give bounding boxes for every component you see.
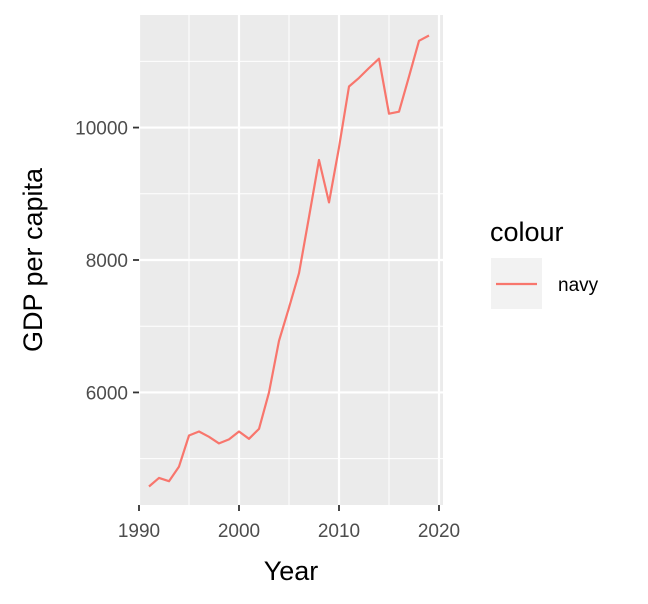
x-tick-label: 2020 [418,521,460,542]
x-axis-title: Year [264,556,319,586]
x-tick-label: 1990 [118,521,160,542]
y-axis-title: GDP per capita [18,167,48,352]
x-tick-label: 2000 [218,521,260,542]
legend-label-navy: navy [558,275,599,296]
y-tick-label: 8000 [86,251,128,272]
tick-labels: 1990 2000 2010 2020 6000 8000 10000 [75,119,460,542]
legend-title: colour [490,217,564,247]
x-tick-label: 2010 [318,521,360,542]
y-tick-label: 10000 [75,119,128,140]
y-tick-label: 6000 [86,383,128,404]
major-gridlines [137,15,443,505]
axis-ticks [133,126,440,511]
series-line-navy [148,34,430,488]
series-layer [148,34,430,488]
legend: colour navy [490,217,599,309]
